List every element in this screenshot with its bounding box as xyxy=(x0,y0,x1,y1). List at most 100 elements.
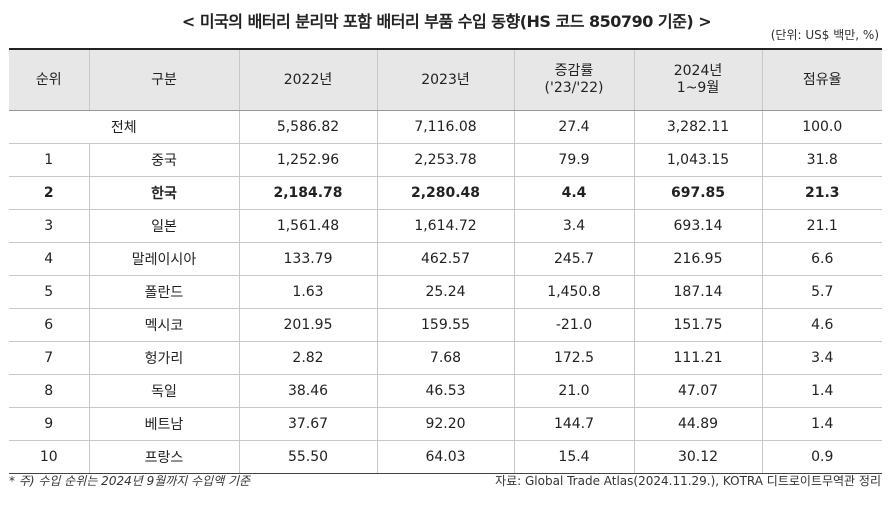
country-cell: 한국 xyxy=(88,176,239,210)
value-2024-cell: 1,043.15 xyxy=(633,143,762,177)
table-row: 8 독일 38.46 46.53 21.0 47.07 1.4 xyxy=(9,374,882,408)
share-cell: 21.1 xyxy=(761,209,882,243)
table-row: 9 베트남 37.67 92.20 144.7 44.89 1.4 xyxy=(9,407,882,441)
value-2024-cell: 216.95 xyxy=(633,242,762,276)
country-cell: 베트남 xyxy=(88,407,239,441)
header-2022: 2022년 xyxy=(238,48,377,111)
country-cell: 일본 xyxy=(88,209,239,243)
value-2024-cell: 47.07 xyxy=(633,374,762,408)
value-2023-cell: 159.55 xyxy=(376,308,514,342)
value-2022-cell: 1.63 xyxy=(238,275,377,309)
value-2022-cell: 1,252.96 xyxy=(238,143,377,177)
value-2022-cell: 37.67 xyxy=(238,407,377,441)
header-category: 구분 xyxy=(88,48,239,111)
change-cell: 3.4 xyxy=(513,209,634,243)
country-cell: 중국 xyxy=(88,143,239,177)
total-share: 100.0 xyxy=(761,110,882,144)
value-2024-cell: 151.75 xyxy=(633,308,762,342)
share-cell: 1.4 xyxy=(761,374,882,408)
change-cell: 21.0 xyxy=(513,374,634,408)
header-change-line2: ('23/'22) xyxy=(544,80,604,96)
value-2023-cell: 1,614.72 xyxy=(376,209,514,243)
rank-cell: 8 xyxy=(9,374,89,408)
header-share: 점유율 xyxy=(761,48,882,111)
value-2022-cell: 38.46 xyxy=(238,374,377,408)
total-change: 27.4 xyxy=(513,110,634,144)
total-2023: 7,116.08 xyxy=(376,110,514,144)
header-2024-line2: 1~9월 xyxy=(676,80,720,96)
change-cell: 172.5 xyxy=(513,341,634,375)
value-2023-cell: 46.53 xyxy=(376,374,514,408)
header-change-line1: 증감률 xyxy=(554,63,594,80)
share-cell: 3.4 xyxy=(761,341,882,375)
change-cell: 245.7 xyxy=(513,242,634,276)
value-2022-cell: 201.95 xyxy=(238,308,377,342)
rank-cell: 5 xyxy=(9,275,89,309)
header-2024: 2024년 1~9월 xyxy=(633,48,762,111)
import-table: 순위 구분 2022년 2023년 증감률 ('23/'22) 2024년 1~… xyxy=(9,48,882,474)
change-cell: -21.0 xyxy=(513,308,634,342)
total-row: 전체 5,586.82 7,116.08 27.4 3,282.11 100.0 xyxy=(9,110,882,144)
table-row: 7 헝가리 2.82 7.68 172.5 111.21 3.4 xyxy=(9,341,882,375)
change-cell: 15.4 xyxy=(513,440,634,474)
rank-cell: 6 xyxy=(9,308,89,342)
table-row: 5 폴란드 1.63 25.24 1,450.8 187.14 5.7 xyxy=(9,275,882,309)
value-2023-cell: 92.20 xyxy=(376,407,514,441)
total-2024: 3,282.11 xyxy=(633,110,762,144)
country-cell: 말레이시아 xyxy=(88,242,239,276)
value-2022-cell: 133.79 xyxy=(238,242,377,276)
header-2024-line1: 2024년 xyxy=(673,63,723,80)
table-row: 1 중국 1,252.96 2,253.78 79.9 1,043.15 31.8 xyxy=(9,143,882,177)
rank-cell: 1 xyxy=(9,143,89,177)
total-2022: 5,586.82 xyxy=(238,110,377,144)
table-title: < 미국의 배터리 분리막 포함 배터리 부품 수입 동향(HS 코드 8507… xyxy=(181,12,712,31)
country-cell: 프랑스 xyxy=(88,440,239,474)
value-2024-cell: 30.12 xyxy=(633,440,762,474)
share-cell: 5.7 xyxy=(761,275,882,309)
header-2023: 2023년 xyxy=(376,48,514,111)
value-2022-cell: 2,184.78 xyxy=(238,176,377,210)
source-note: 자료: Global Trade Atlas(2024.11.29.), KOT… xyxy=(495,474,881,488)
change-cell: 4.4 xyxy=(513,176,634,210)
country-cell: 멕시코 xyxy=(88,308,239,342)
footnote: * 주) 수입 순위는 2024년 9월까지 수입액 기준 xyxy=(9,474,251,488)
rank-cell: 9 xyxy=(9,407,89,441)
value-2024-cell: 693.14 xyxy=(633,209,762,243)
header-row: 순위 구분 2022년 2023년 증감률 ('23/'22) 2024년 1~… xyxy=(9,48,882,111)
share-cell: 31.8 xyxy=(761,143,882,177)
value-2024-cell: 44.89 xyxy=(633,407,762,441)
value-2022-cell: 1,561.48 xyxy=(238,209,377,243)
value-2024-cell: 697.85 xyxy=(633,176,762,210)
country-cell: 헝가리 xyxy=(88,341,239,375)
rank-cell: 3 xyxy=(9,209,89,243)
table-row: 10 프랑스 55.50 64.03 15.4 30.12 0.9 xyxy=(9,440,882,474)
country-cell: 독일 xyxy=(88,374,239,408)
share-cell: 21.3 xyxy=(761,176,882,210)
table-row: 4 말레이시아 133.79 462.57 245.7 216.95 6.6 xyxy=(9,242,882,276)
value-2023-cell: 462.57 xyxy=(376,242,514,276)
header-rank: 순위 xyxy=(9,48,89,111)
value-2022-cell: 2.82 xyxy=(238,341,377,375)
value-2023-cell: 25.24 xyxy=(376,275,514,309)
change-cell: 144.7 xyxy=(513,407,634,441)
table-row: 2 한국 2,184.78 2,280.48 4.4 697.85 21.3 xyxy=(9,176,882,210)
table-row: 3 일본 1,561.48 1,614.72 3.4 693.14 21.1 xyxy=(9,209,882,243)
rank-cell: 7 xyxy=(9,341,89,375)
value-2023-cell: 2,280.48 xyxy=(376,176,514,210)
country-cell: 폴란드 xyxy=(88,275,239,309)
unit-label: (단위: US$ 백만, %) xyxy=(770,28,879,42)
share-cell: 4.6 xyxy=(761,308,882,342)
value-2023-cell: 2,253.78 xyxy=(376,143,514,177)
value-2024-cell: 187.14 xyxy=(633,275,762,309)
rank-cell: 4 xyxy=(9,242,89,276)
value-2023-cell: 64.03 xyxy=(376,440,514,474)
value-2024-cell: 111.21 xyxy=(633,341,762,375)
share-cell: 6.6 xyxy=(761,242,882,276)
share-cell: 1.4 xyxy=(761,407,882,441)
table-row: 6 멕시코 201.95 159.55 -21.0 151.75 4.6 xyxy=(9,308,882,342)
rank-cell: 10 xyxy=(9,440,89,474)
change-cell: 1,450.8 xyxy=(513,275,634,309)
header-change: 증감률 ('23/'22) xyxy=(513,48,634,111)
total-label: 전체 xyxy=(9,110,239,144)
value-2022-cell: 55.50 xyxy=(238,440,377,474)
